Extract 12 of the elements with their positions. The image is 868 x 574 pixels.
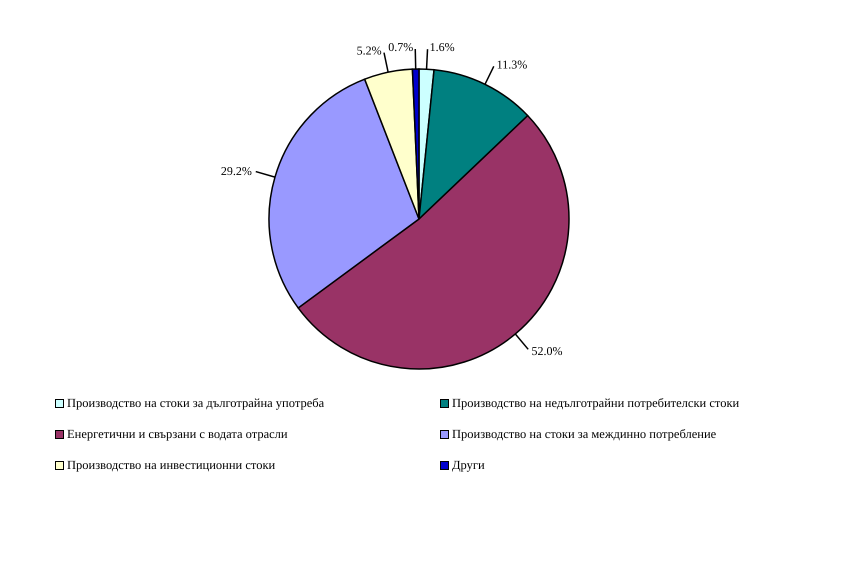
legend-label: Енергетични и свързани с водата отрасли: [67, 427, 288, 442]
data-label: 29.2%: [220, 164, 252, 178]
data-label: 0.7%: [388, 40, 414, 54]
legend-label: Други: [452, 458, 485, 473]
legend-label: Производство на инвестиционни стоки: [67, 458, 276, 473]
data-label: 1.6%: [430, 40, 455, 54]
data-label: 5.2%: [356, 44, 382, 58]
data-label: 11.3%: [496, 58, 528, 72]
data-label: 52.0%: [531, 344, 562, 358]
legend-label: Производство на стоки за междинно потребление: [452, 427, 716, 442]
legend-label: Производство на недълготрайни потребителски стоки: [452, 396, 740, 411]
legend-label: Производство на стоки за дълготрайна употреба: [67, 396, 324, 411]
